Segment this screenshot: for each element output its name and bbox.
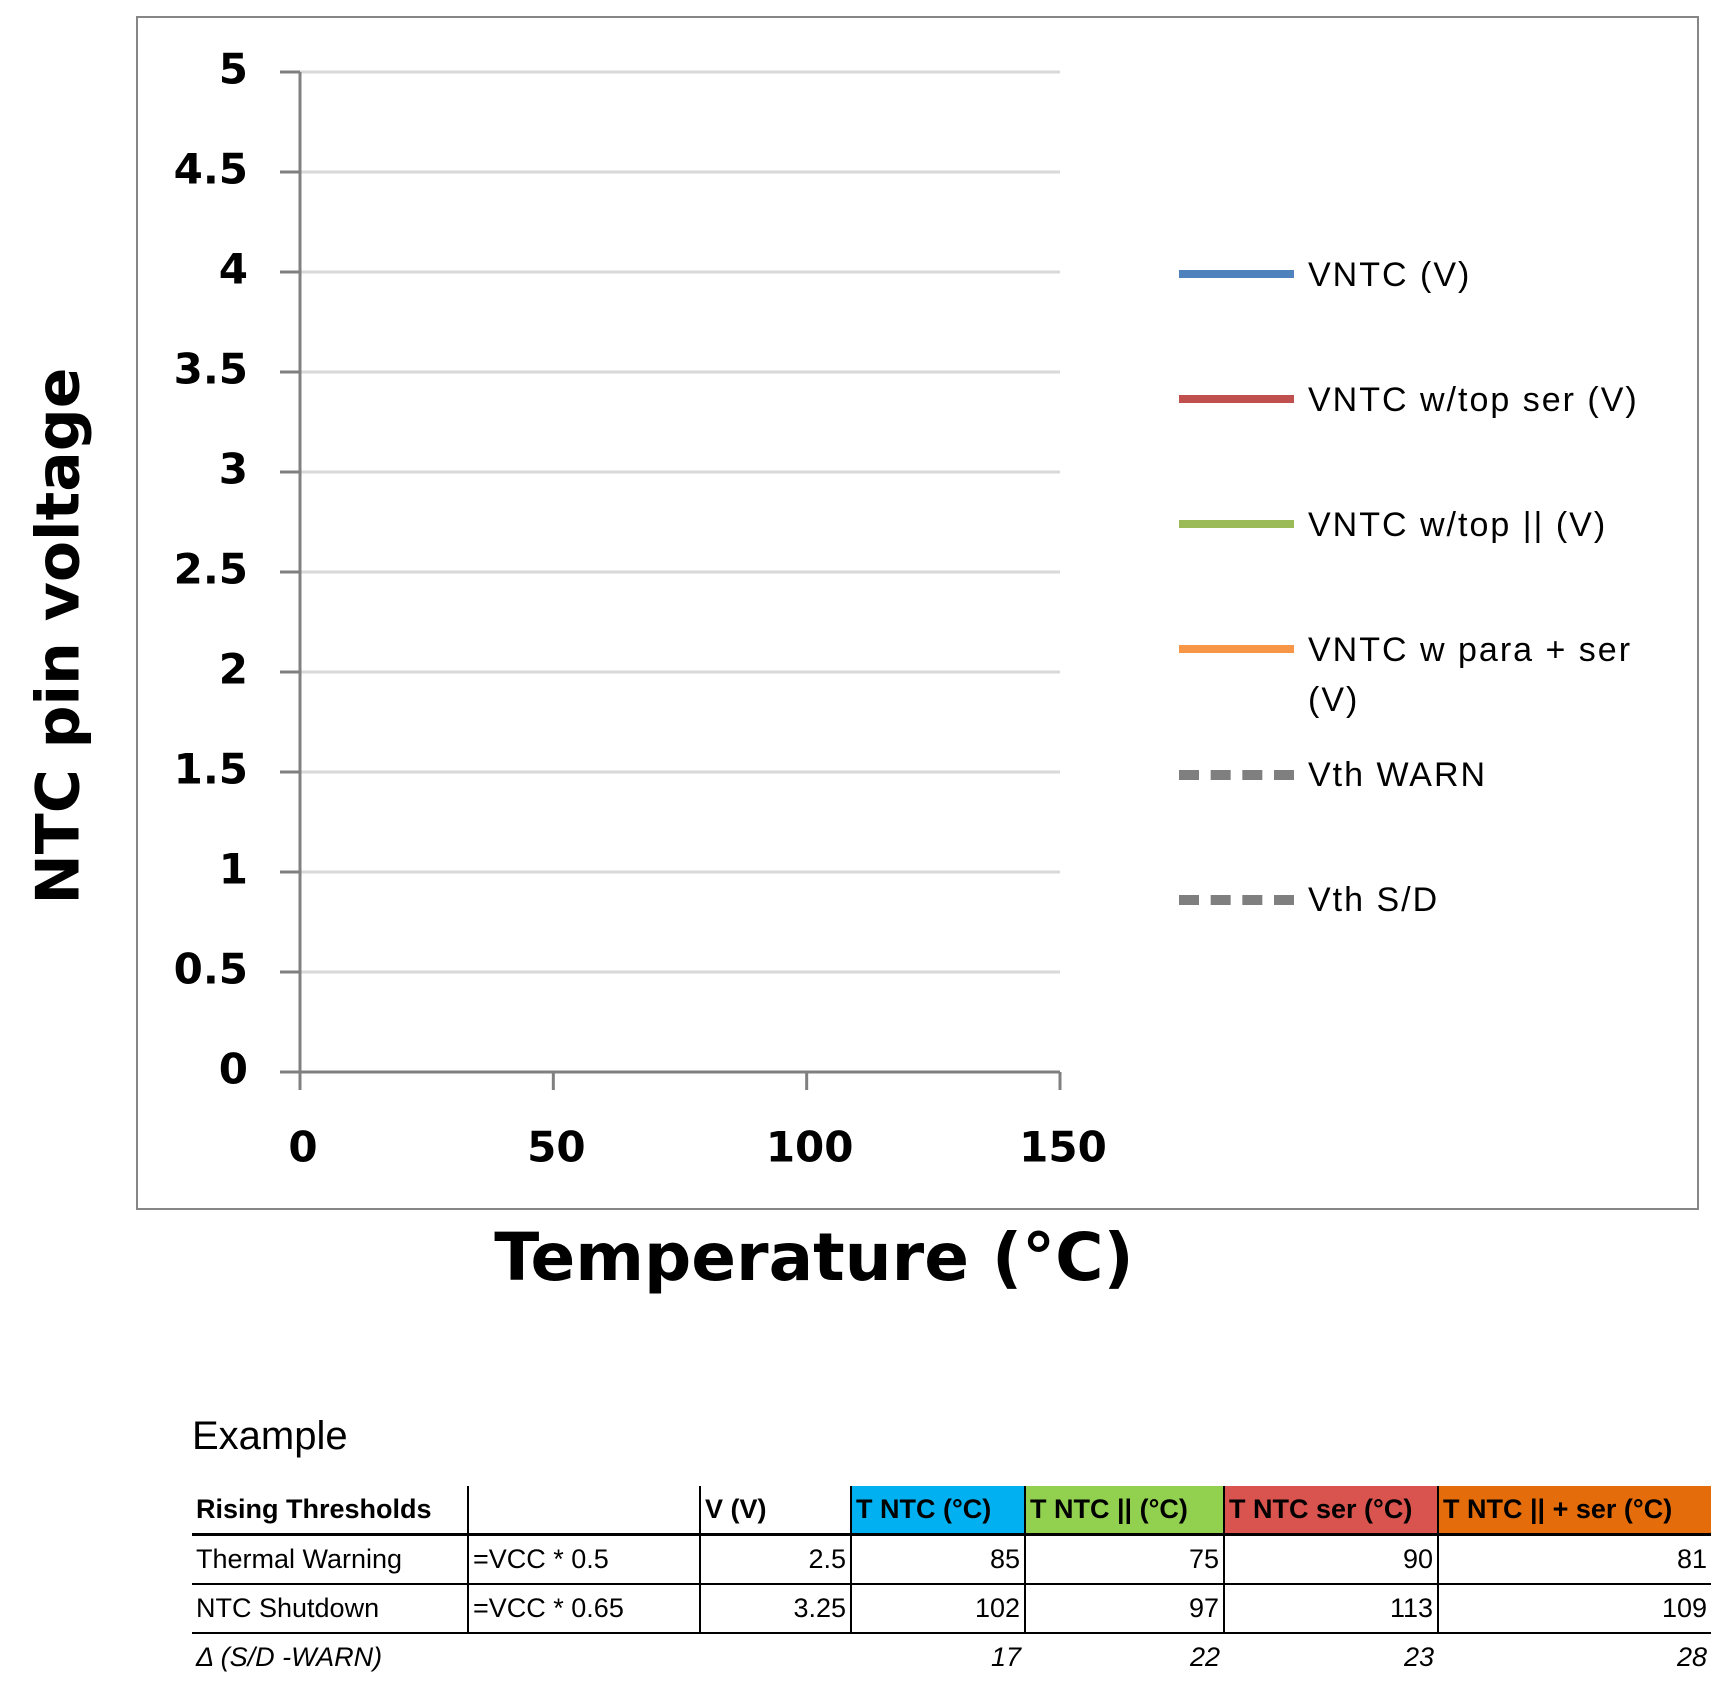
legend-swatch bbox=[1179, 520, 1294, 528]
table-cell: T NTC ser (°C) bbox=[1223, 1486, 1438, 1536]
table-cell bbox=[700, 1633, 851, 1681]
x-tick-label: 150 bbox=[1019, 1123, 1107, 1172]
table-cell: 113 bbox=[1223, 1584, 1438, 1634]
legend: VNTC (V) VNTC w/top ser (V) VNTC w/top || … bbox=[1179, 250, 1649, 1000]
y-tick-label: 0 bbox=[219, 1045, 248, 1094]
x-tick-label: 100 bbox=[766, 1123, 854, 1172]
y-tick-label: 4.5 bbox=[174, 145, 248, 194]
chart-frame bbox=[136, 16, 1699, 1210]
table-cell: T NTC || + ser (°C) bbox=[1437, 1486, 1711, 1536]
table-row: NTC Shutdown =VCC * 0.65 3.25 102 97 113 109 bbox=[192, 1584, 1711, 1634]
table-cell: 22 bbox=[1189, 1642, 1220, 1672]
table-cell: 28 bbox=[1676, 1642, 1707, 1672]
table-row: Rising Thresholds V (V) T NTC (°C) T NTC ||… bbox=[192, 1486, 1711, 1536]
table-row: Δ (S/D -WARN) 17 22 23 28 bbox=[192, 1633, 1711, 1681]
legend-entry: VNTC w para + ser (V) bbox=[1179, 625, 1649, 750]
legend-label: VNTC w/top ser (V) bbox=[1308, 381, 1639, 419]
table-cell: =VCC * 0.5 bbox=[467, 1534, 700, 1585]
table-cell bbox=[468, 1633, 700, 1681]
y-tick-label: 2.5 bbox=[174, 545, 248, 594]
y-tick-label: 0.5 bbox=[174, 945, 248, 994]
table-cell: 2.5 bbox=[699, 1534, 851, 1585]
y-tick-label: 5 bbox=[219, 45, 248, 94]
table-cell: V (V) bbox=[699, 1486, 851, 1536]
legend-label: VNTC w/top || (V) bbox=[1308, 506, 1608, 544]
table-cell: 109 bbox=[1437, 1584, 1711, 1634]
table-cell: Thermal Warning bbox=[192, 1534, 468, 1585]
legend-entry: VNTC w/top || (V) bbox=[1179, 500, 1649, 625]
table-cell: Δ (S/D -WARN) bbox=[196, 1642, 383, 1672]
y-tick-label: 4 bbox=[219, 245, 248, 294]
table-title: Example bbox=[192, 1414, 348, 1458]
x-tick-label: 0 bbox=[288, 1123, 317, 1172]
legend-entry: VNTC w/top ser (V) bbox=[1179, 375, 1649, 500]
table-cell: 75 bbox=[1024, 1534, 1224, 1585]
legend-entry: Vth WARN bbox=[1179, 750, 1649, 875]
x-tick-label: 50 bbox=[527, 1123, 585, 1172]
legend-swatch bbox=[1179, 895, 1294, 905]
table-cell: T NTC || (°C) bbox=[1024, 1486, 1224, 1536]
table-row: Thermal Warning =VCC * 0.5 2.5 85 75 90 81 bbox=[192, 1534, 1711, 1585]
table-cell: =VCC * 0.65 bbox=[467, 1584, 700, 1634]
legend-label: Vth WARN bbox=[1308, 756, 1488, 794]
table-cell: Rising Thresholds bbox=[192, 1486, 468, 1536]
legend-label: VNTC (V) bbox=[1308, 256, 1472, 294]
legend-label: VNTC w para + ser (V) bbox=[1308, 631, 1633, 719]
y-tick-label: 3.5 bbox=[174, 345, 248, 394]
table-cell: 81 bbox=[1437, 1534, 1711, 1585]
legend-label: Vth S/D bbox=[1308, 881, 1440, 919]
y-tick-label: 2 bbox=[219, 645, 248, 694]
legend-entry: Vth S/D bbox=[1179, 875, 1649, 1000]
table-cell: 23 bbox=[1403, 1642, 1434, 1672]
y-tick-label: 3 bbox=[219, 445, 248, 494]
y-axis-title: NTC pin voltage bbox=[24, 368, 94, 905]
example-table: Rising Thresholds V (V) T NTC (°C) T NTC ||… bbox=[192, 1486, 1711, 1681]
y-tick-label: 1 bbox=[219, 845, 248, 894]
table-cell: 102 bbox=[850, 1584, 1025, 1634]
table-cell: 85 bbox=[850, 1534, 1025, 1585]
legend-swatch bbox=[1179, 395, 1294, 403]
legend-entry: VNTC (V) bbox=[1179, 250, 1649, 375]
table-cell: NTC Shutdown bbox=[192, 1584, 468, 1634]
table-cell bbox=[467, 1486, 700, 1536]
table-cell: 3.25 bbox=[699, 1584, 851, 1634]
legend-swatch bbox=[1179, 645, 1294, 653]
table-cell: 97 bbox=[1024, 1584, 1224, 1634]
table-cell: 17 bbox=[990, 1642, 1021, 1672]
legend-swatch bbox=[1179, 270, 1294, 278]
table-cell: T NTC (°C) bbox=[850, 1486, 1025, 1536]
legend-swatch bbox=[1179, 770, 1294, 780]
x-axis-title: Temperature (°C) bbox=[494, 1219, 1133, 1296]
y-tick-label: 1.5 bbox=[174, 745, 248, 794]
table-cell: 90 bbox=[1223, 1534, 1438, 1585]
